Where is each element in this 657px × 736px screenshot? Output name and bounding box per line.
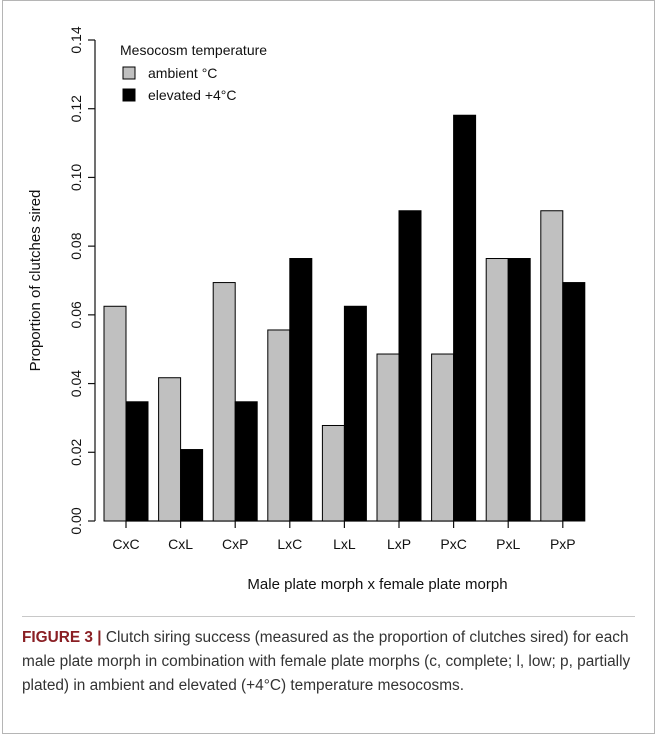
y-tick-label: 0.10 <box>68 164 84 191</box>
bar-ambient <box>158 377 182 522</box>
y-tick-label: 0.04 <box>68 370 84 397</box>
bar-elevated <box>125 401 149 522</box>
y-tick-label: 0.06 <box>68 301 84 328</box>
x-axis: CxC CxL CxP LxC LxL LxP PxC PxL PxP <box>112 520 576 552</box>
legend-entry: ambient °C <box>148 65 217 81</box>
x-tick-label: CxL <box>168 536 193 552</box>
bar-ambient <box>485 258 509 522</box>
bar-elevated <box>507 258 531 522</box>
bar-elevated <box>289 258 313 522</box>
x-tick-label: CxP <box>222 536 248 552</box>
legend: Mesocosm temperature ambient °C elevated +… <box>120 42 267 103</box>
y-axis-label: Proportion of clutches sired <box>27 190 44 372</box>
x-tick-label: PxP <box>550 536 576 552</box>
y-tick-label: 0.14 <box>68 26 84 53</box>
figure-label-separator: | <box>97 629 102 646</box>
bar-elevated <box>562 282 586 522</box>
bar-chart: 0.000.020.040.060.080.100.120.14 CxC CxL C… <box>27 26 586 593</box>
y-tick-label: 0.08 <box>68 232 84 259</box>
figure-caption: FIGURE 3 | Clutch siring success (measur… <box>22 626 634 698</box>
x-tick-label: PxC <box>440 536 466 552</box>
x-axis-label: Male plate morph x female plate morph <box>247 576 507 593</box>
bars <box>103 114 586 522</box>
legend-swatch <box>122 66 136 80</box>
bar-ambient <box>431 353 455 522</box>
bar-elevated <box>398 210 422 522</box>
bar-elevated <box>453 114 477 522</box>
legend-title: Mesocosm temperature <box>120 42 267 58</box>
bar-ambient <box>321 424 345 522</box>
caption-text: Clutch siring success (measured as the p… <box>22 629 631 694</box>
bar-ambient <box>212 282 236 522</box>
bar-ambient <box>376 353 400 522</box>
legend-entry: elevated +4°C <box>148 87 237 103</box>
legend-swatch <box>122 88 136 102</box>
bar-elevated <box>234 401 258 522</box>
y-tick-label: 0.02 <box>68 438 84 465</box>
figure-label: FIGURE 3 <box>22 629 93 646</box>
bar-ambient <box>103 305 127 522</box>
x-tick-label: LxC <box>277 536 302 552</box>
bar-ambient <box>267 329 291 522</box>
bar-elevated <box>180 449 204 522</box>
y-axis: 0.00 0.02 0.04 0.06 0.08 0.10 0.12 0.14 <box>68 26 96 535</box>
x-tick-label: LxL <box>333 536 356 552</box>
x-tick-label: PxL <box>496 536 520 552</box>
bar-ambient <box>540 210 564 522</box>
y-tick-label: 0.00 <box>68 507 84 534</box>
y-tick-label: 0.12 <box>68 95 84 122</box>
x-tick-label: LxP <box>387 536 411 552</box>
bar-elevated <box>343 305 367 522</box>
x-tick-label: CxC <box>112 536 139 552</box>
caption-divider <box>22 616 635 617</box>
